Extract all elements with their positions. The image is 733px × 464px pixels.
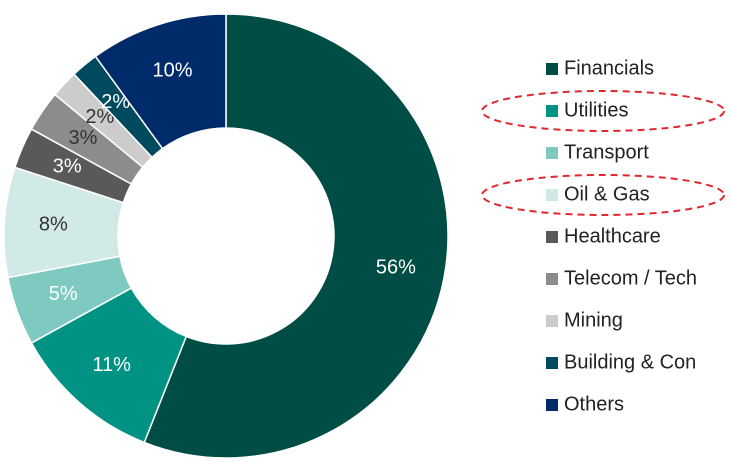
legend-swatch xyxy=(546,399,558,411)
data-label: 2% xyxy=(101,91,130,113)
highlight-ellipse xyxy=(481,174,725,216)
legend-label: Transport xyxy=(564,141,649,163)
legend-label: Oil & Gas xyxy=(564,183,650,205)
legend: Financials Utilities Transport Oil & Gas Hea… xyxy=(546,57,697,415)
legend-label: Others xyxy=(564,393,624,415)
legend-swatch xyxy=(546,147,558,159)
legend-label: Building & Con xyxy=(564,351,696,373)
legend-label: Utilities xyxy=(564,99,628,121)
legend-label: Mining xyxy=(564,309,623,331)
legend-swatch xyxy=(546,273,558,285)
data-label: 3% xyxy=(68,127,97,149)
data-label: 56% xyxy=(376,257,416,279)
data-label: 2% xyxy=(85,106,114,128)
legend-swatch xyxy=(546,105,558,117)
legend-swatch xyxy=(546,315,558,327)
legend-swatch xyxy=(546,231,558,243)
donut-slice xyxy=(143,13,449,459)
data-label: 3% xyxy=(53,156,82,178)
data-label: 11% xyxy=(92,354,131,376)
legend-swatch xyxy=(546,357,558,369)
legend-label: Financials xyxy=(564,57,654,79)
data-label: 10% xyxy=(153,60,193,82)
legend-swatch xyxy=(546,189,558,201)
data-label: 5% xyxy=(49,283,78,305)
highlight-ellipse xyxy=(481,90,725,132)
data-label: 8% xyxy=(39,213,68,235)
legend-label: Telecom / Tech xyxy=(564,267,697,289)
donut-slice xyxy=(94,13,227,150)
legend-swatch xyxy=(546,63,558,75)
legend-label: Healthcare xyxy=(564,225,661,247)
